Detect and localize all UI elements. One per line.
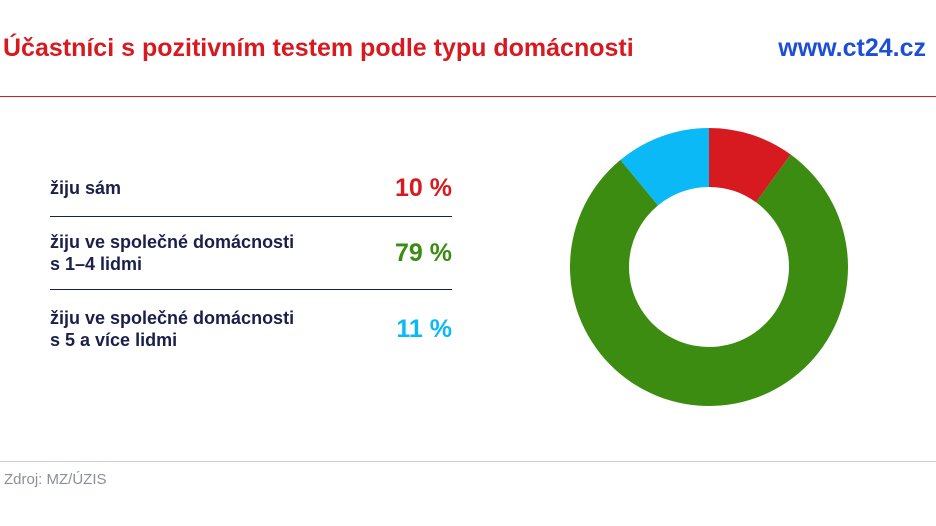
legend: žiju sám 10 % žiju ve společné domácnost… (50, 160, 452, 368)
header-divider (0, 96, 936, 97)
legend-item: žiju ve společné domácnosti s 1–4 lidmi … (50, 217, 452, 290)
header: Účastníci s pozitivním testem podle typu… (0, 0, 936, 98)
legend-item: žiju sám 10 % (50, 160, 452, 217)
source-note: Zdroj: MZ/ÚZIS (4, 471, 107, 488)
donut-slice (709, 128, 791, 203)
footer-divider (0, 461, 936, 462)
legend-item: žiju ve společné domácnosti s 5 a více l… (50, 290, 452, 368)
donut-chart (570, 127, 848, 407)
donut-slice (570, 154, 848, 407)
legend-label: žiju ve společné domácnosti s 1–4 lidmi (50, 232, 295, 274)
legend-label: žiju ve společné domácnosti s 5 a více l… (50, 308, 295, 350)
legend-value: 11 % (396, 314, 452, 343)
legend-value: 10 % (395, 173, 452, 202)
donut-slice (620, 127, 709, 206)
legend-label: žiju sám (50, 178, 122, 198)
site-url[interactable]: www.ct24.cz (778, 34, 926, 62)
page-title: Účastníci s pozitivním testem podle typu… (3, 34, 634, 62)
legend-value: 79 % (395, 238, 452, 267)
